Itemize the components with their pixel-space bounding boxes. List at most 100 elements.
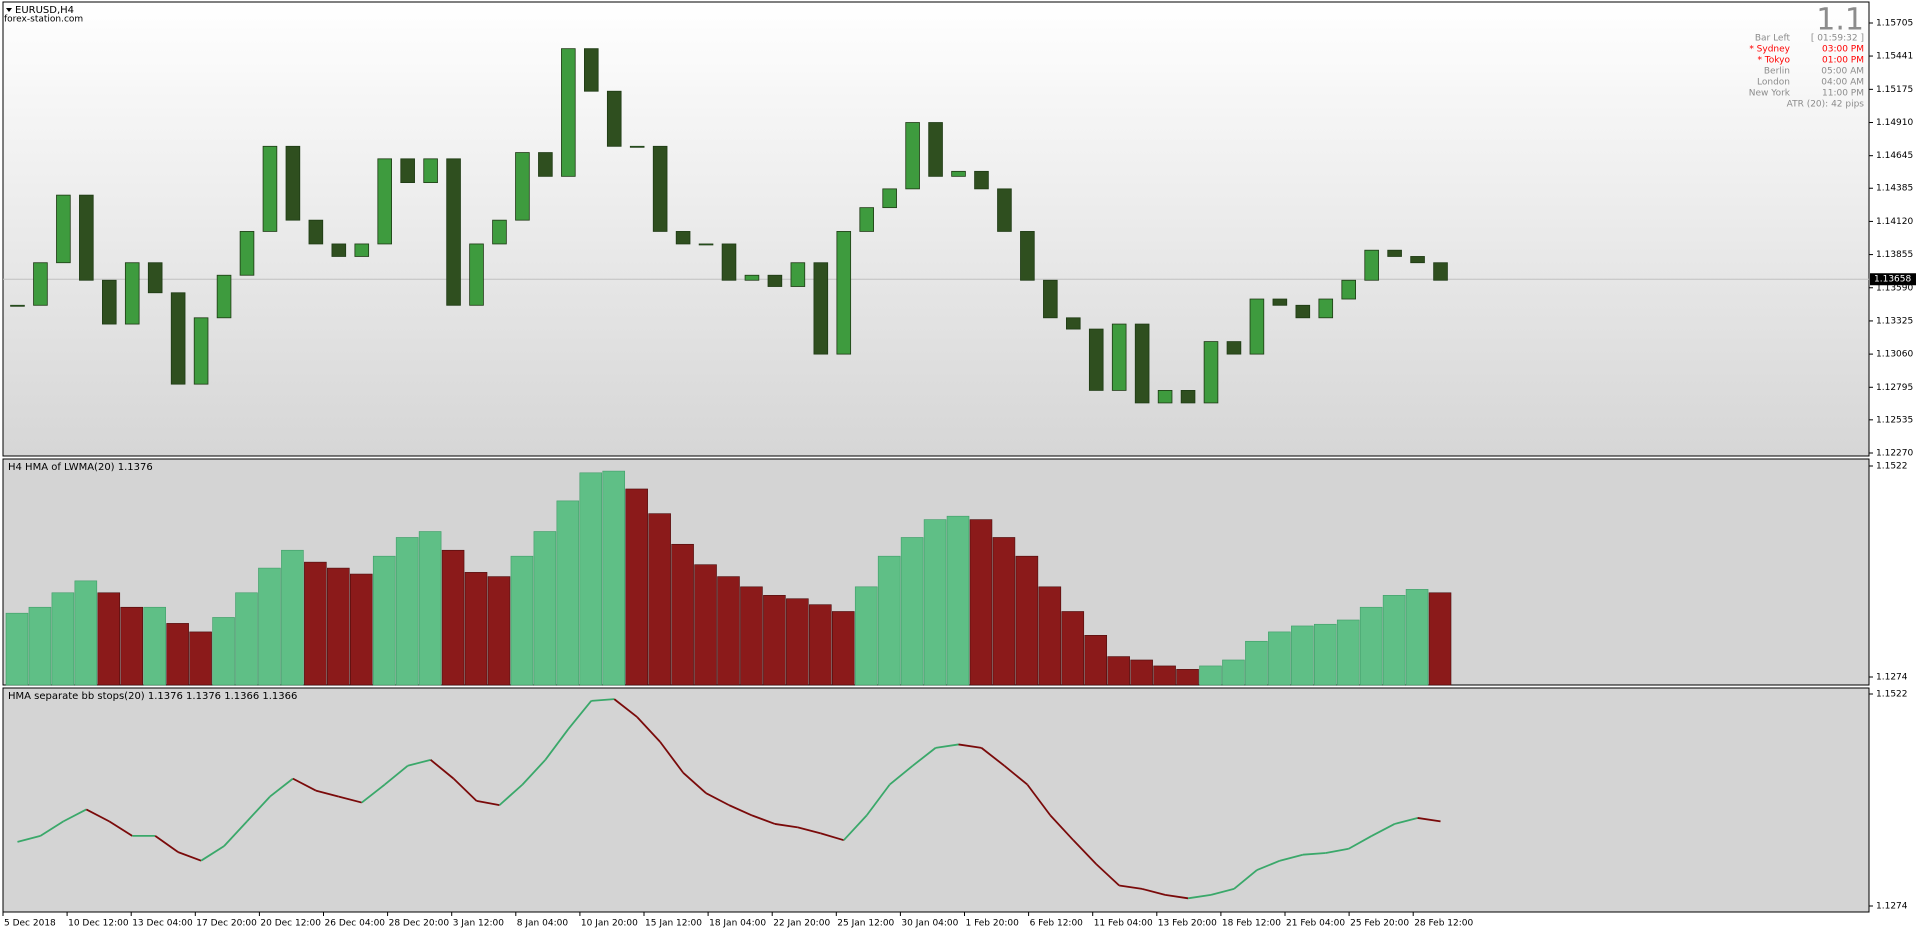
hist-bar — [1222, 659, 1245, 686]
x-tick-label: 13 Feb 20:00 — [1158, 919, 1217, 929]
candle — [698, 243, 714, 246]
hma-segment — [17, 835, 41, 843]
info-value: [ 01:59:32 ] — [1811, 34, 1864, 44]
candle — [652, 145, 668, 232]
x-tick-label: 13 Dec 04:00 — [132, 919, 193, 929]
hma-segment — [384, 765, 409, 786]
hma-segment — [361, 783, 386, 804]
hma-segment — [1325, 847, 1349, 854]
candle — [790, 262, 806, 287]
hist-bar — [1359, 606, 1383, 686]
hist-bar — [189, 631, 212, 686]
candle — [193, 317, 209, 385]
candle — [629, 145, 645, 148]
hma-segment — [613, 698, 638, 718]
menu-arrow[interactable] — [6, 8, 12, 12]
indicator-pane-2 — [2, 687, 1870, 913]
hist-bar — [166, 623, 189, 686]
hist-bar — [533, 531, 557, 686]
candle — [1043, 279, 1058, 319]
y-tick-label: 1.1522 — [1876, 690, 1908, 700]
x-tick-label: 10 Dec 12:00 — [68, 919, 129, 929]
hma-segment — [246, 795, 271, 822]
hist-bar — [97, 592, 121, 686]
hist-bar — [625, 488, 648, 686]
candle — [1111, 323, 1127, 391]
hma-segment — [108, 820, 133, 837]
info-label: New York — [1749, 89, 1791, 99]
candle — [285, 145, 301, 221]
info-label: Berlin — [1764, 67, 1790, 77]
hist-bar — [28, 606, 52, 686]
hma-segment — [1164, 893, 1189, 900]
x-tick-label: 15 Jan 12:00 — [645, 919, 702, 929]
candle — [239, 231, 255, 276]
info-label: London — [1757, 78, 1790, 88]
info-label: * Tokyo — [1757, 56, 1790, 66]
source-label: forex-station.com — [4, 15, 83, 25]
candle — [10, 304, 25, 307]
hist-bar — [717, 576, 740, 686]
candle — [1157, 390, 1173, 404]
hist-bar — [212, 617, 235, 686]
hist-bar — [1015, 555, 1039, 686]
hma-segment — [774, 823, 798, 829]
hma-segment — [797, 826, 822, 835]
hist-bar — [854, 586, 878, 686]
candle — [400, 158, 415, 184]
hma-segment — [177, 851, 202, 862]
candle — [928, 122, 943, 177]
x-tick-label: 11 Feb 04:00 — [1094, 919, 1153, 929]
hma-segment — [912, 747, 937, 767]
hist-bar — [1130, 659, 1153, 686]
candle — [905, 122, 920, 190]
candle — [1364, 249, 1379, 281]
x-tick-label: 5 Dec 2018 — [4, 919, 56, 929]
hma-segment — [200, 845, 225, 862]
candle — [606, 90, 622, 147]
hist-bar — [1199, 665, 1222, 686]
x-tick-label: 10 Jan 20:00 — [581, 919, 638, 929]
pane-1-title: H4 HMA of LWMA(20) 1.1376 — [8, 462, 153, 473]
hist-bar — [418, 531, 442, 686]
y-tick-label: 1.1522 — [1876, 462, 1908, 472]
hma-segment — [269, 777, 294, 798]
hist-bar — [1245, 640, 1268, 686]
candle — [1203, 341, 1219, 404]
candle — [515, 152, 530, 221]
hma-segment — [751, 814, 776, 825]
hist-bar — [900, 537, 924, 686]
y-tick-label: 1.15705 — [1876, 19, 1913, 29]
y-tick-label: 1.14385 — [1876, 184, 1913, 194]
hma-segment — [62, 808, 87, 823]
candle — [1410, 256, 1425, 264]
y-tick-label: 1.12535 — [1876, 415, 1913, 425]
candle — [492, 219, 507, 245]
hist-bar — [258, 567, 281, 686]
candle — [1433, 262, 1448, 281]
hist-bar — [395, 537, 419, 686]
x-tick-label: 26 Dec 04:00 — [325, 919, 386, 929]
y-tick-label: 1.1274 — [1876, 673, 1908, 683]
hist-bar — [1268, 631, 1291, 686]
candle — [308, 219, 324, 245]
hist-bar — [671, 543, 694, 686]
y-tick-label: 1.12270 — [1876, 449, 1913, 459]
candle — [124, 262, 140, 325]
hma-segment — [728, 804, 753, 817]
hma-segment — [705, 792, 730, 806]
hist-bar — [1405, 589, 1429, 686]
hist-bar — [487, 576, 511, 686]
y-tick-label: 1.1274 — [1876, 902, 1908, 912]
hma-segment — [85, 808, 110, 823]
hma-segment — [935, 743, 959, 749]
x-tick-label: 18 Feb 12:00 — [1222, 919, 1281, 929]
hist-bar — [946, 515, 970, 686]
hma-segment — [1233, 869, 1258, 890]
hma-segment — [1095, 863, 1120, 887]
candle — [744, 274, 760, 281]
hist-bar — [304, 561, 327, 686]
hma-segment — [1302, 852, 1326, 856]
hist-bar — [1084, 635, 1108, 686]
hma-segment — [843, 814, 868, 841]
